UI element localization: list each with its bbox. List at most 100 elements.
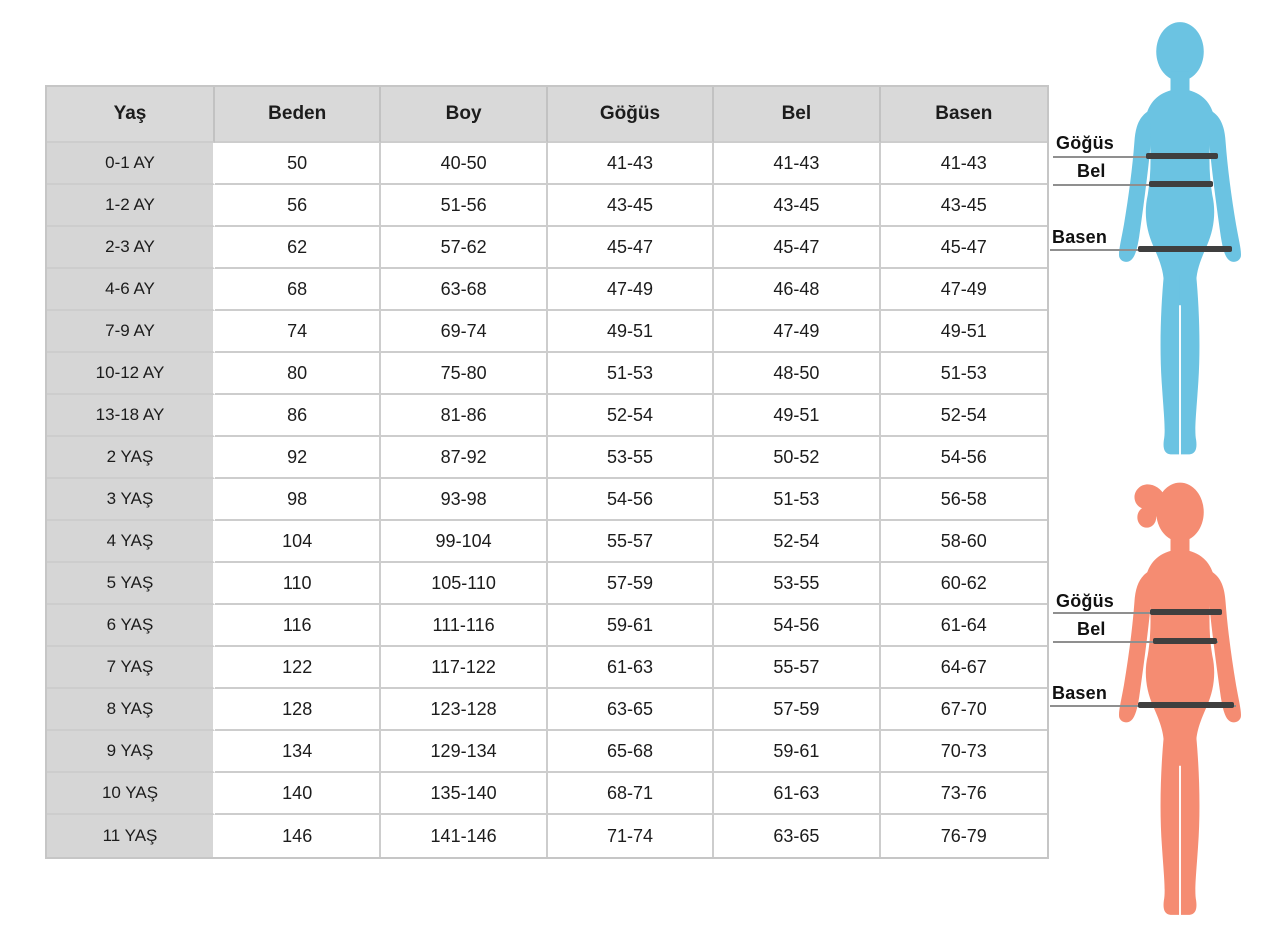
measurement-cell: 41-43 — [547, 143, 715, 185]
measurement-cell: 93-98 — [381, 479, 548, 521]
age-label-cell: 0-1 AY — [47, 143, 215, 185]
table-row: 2 YAŞ 92 87-92 53-55 50-52 54-56 — [47, 437, 1047, 479]
measurement-cell: 47-49 — [880, 269, 1047, 311]
measurement-cell: 48-50 — [714, 353, 881, 395]
table-row: 10 YAŞ 140 135-140 68-71 61-63 73-76 — [47, 773, 1047, 815]
measurement-cell: 54-56 — [714, 605, 881, 647]
measurement-cell: 51-56 — [381, 185, 548, 227]
baby-silhouette — [1119, 22, 1241, 455]
column-header-1: Yaş — [47, 87, 215, 143]
age-label-cell: 2 YAŞ — [47, 437, 215, 479]
table-row: 3 YAŞ 98 93-98 54-56 51-53 56-58 — [47, 479, 1047, 521]
table-row: 0-1 AY 50 40-50 41-43 41-43 41-43 — [47, 143, 1047, 185]
measurement-cell: 65-68 — [547, 731, 715, 773]
age-label-cell: 7-9 AY — [47, 311, 215, 353]
measurement-cell: 81-86 — [381, 395, 548, 437]
baby-chest-label: Göğüs — [1056, 133, 1114, 153]
measurement-cell: 61-64 — [880, 605, 1047, 647]
measurement-cell: 140 — [215, 773, 382, 815]
age-label-cell: 1-2 AY — [47, 185, 215, 227]
measurement-cell: 41-43 — [880, 143, 1047, 185]
measurement-cell: 73-76 — [880, 773, 1047, 815]
measurement-cell: 55-57 — [714, 647, 881, 689]
measurement-cell: 54-56 — [880, 437, 1047, 479]
measurement-cell: 74 — [215, 311, 382, 353]
column-header-2: Beden — [215, 87, 382, 143]
measurement-cell: 61-63 — [547, 647, 715, 689]
measurement-cell: 63-65 — [714, 815, 881, 857]
measurement-cell: 123-128 — [381, 689, 548, 731]
measurement-cell: 53-55 — [547, 437, 715, 479]
size-table-body: 0-1 AY 50 40-50 41-43 41-43 41-43 1-2 AY 56 51-5… — [47, 143, 1047, 857]
table-row: 9 YAŞ 134 129-134 65-68 59-61 70-73 — [47, 731, 1047, 773]
table-row: 11 YAŞ 146 141-146 71-74 63-65 76-79 — [47, 815, 1047, 857]
measurement-cell: 61-63 — [714, 773, 881, 815]
measurement-cell: 59-61 — [714, 731, 881, 773]
girl-waist-label: Bel — [1077, 619, 1106, 639]
measurement-cell: 135-140 — [381, 773, 548, 815]
age-label-cell: 13-18 AY — [47, 395, 215, 437]
measurement-cell: 69-74 — [381, 311, 548, 353]
measurement-cell: 47-49 — [714, 311, 881, 353]
table-row: 5 YAŞ 110 105-110 57-59 53-55 60-62 — [47, 563, 1047, 605]
table-row: 2-3 AY 62 57-62 45-47 45-47 45-47 — [47, 227, 1047, 269]
age-label-cell: 7 YAŞ — [47, 647, 215, 689]
column-header-4: Göğüs — [547, 87, 715, 143]
measurement-cell: 86 — [215, 395, 382, 437]
measurement-cell: 116 — [215, 605, 382, 647]
girl-silhouette — [1119, 482, 1241, 915]
baby-waist-guide-line — [1053, 184, 1213, 186]
measurement-cell: 49-51 — [714, 395, 881, 437]
baby-chest-measure-line — [1146, 153, 1218, 159]
measurement-cell: 68 — [215, 269, 382, 311]
measurement-cell: 53-55 — [714, 563, 881, 605]
age-label-cell: 10-12 AY — [47, 353, 215, 395]
measurement-cell: 117-122 — [381, 647, 548, 689]
measurement-cell: 50-52 — [714, 437, 881, 479]
age-label-cell: 8 YAŞ — [47, 689, 215, 731]
table-row: 4-6 AY 68 63-68 47-49 46-48 47-49 — [47, 269, 1047, 311]
measurement-cell: 146 — [215, 815, 382, 857]
measurement-cell: 134 — [215, 731, 382, 773]
measurement-cell: 92 — [215, 437, 382, 479]
baby-waist-label: Bel — [1077, 161, 1106, 181]
table-row: 1-2 AY 56 51-56 43-45 43-45 43-45 — [47, 185, 1047, 227]
measurement-cell: 45-47 — [880, 227, 1047, 269]
measurement-cell: 54-56 — [547, 479, 715, 521]
measurement-cell: 141-146 — [381, 815, 548, 857]
measurement-cell: 60-62 — [880, 563, 1047, 605]
age-label-cell: 6 YAŞ — [47, 605, 215, 647]
girl-hip-measure-line — [1138, 702, 1234, 708]
baby-hip-measure-line — [1138, 246, 1232, 252]
age-label-cell: 4-6 AY — [47, 269, 215, 311]
measurement-cell: 63-65 — [547, 689, 715, 731]
measurement-cell: 99-104 — [381, 521, 548, 563]
baby-chest-guide-line — [1053, 156, 1218, 158]
measurement-cell: 43-45 — [714, 185, 881, 227]
measurement-cell: 80 — [215, 353, 382, 395]
age-label-cell: 10 YAŞ — [47, 773, 215, 815]
measurement-cell: 49-51 — [880, 311, 1047, 353]
table-row: 6 YAŞ 116 111-116 59-61 54-56 61-64 — [47, 605, 1047, 647]
size-table-header: Yaş Beden Boy Göğüs Bel Basen — [47, 87, 1047, 143]
header-row: Yaş Beden Boy Göğüs Bel Basen — [47, 87, 1047, 143]
measurement-cell: 51-53 — [714, 479, 881, 521]
age-label-cell: 5 YAŞ — [47, 563, 215, 605]
measurement-cell: 47-49 — [547, 269, 715, 311]
measurement-cell: 50 — [215, 143, 382, 185]
measurement-cell: 55-57 — [547, 521, 715, 563]
table-row: 10-12 AY 80 75-80 51-53 48-50 51-53 — [47, 353, 1047, 395]
girl-waist-guide-line — [1053, 641, 1218, 643]
measurement-cell: 43-45 — [880, 185, 1047, 227]
age-label-cell: 3 YAŞ — [47, 479, 215, 521]
girl-chest-guide-line — [1053, 612, 1222, 614]
measurement-cell: 52-54 — [880, 395, 1047, 437]
measurement-cell: 43-45 — [547, 185, 715, 227]
girl-chest-measure-line — [1150, 609, 1222, 615]
measurement-cell: 68-71 — [547, 773, 715, 815]
measurement-cell: 51-53 — [880, 353, 1047, 395]
column-header-3: Boy — [381, 87, 548, 143]
table-row: 7 YAŞ 122 117-122 61-63 55-57 64-67 — [47, 647, 1047, 689]
girl-waist-measure-line — [1153, 638, 1217, 644]
